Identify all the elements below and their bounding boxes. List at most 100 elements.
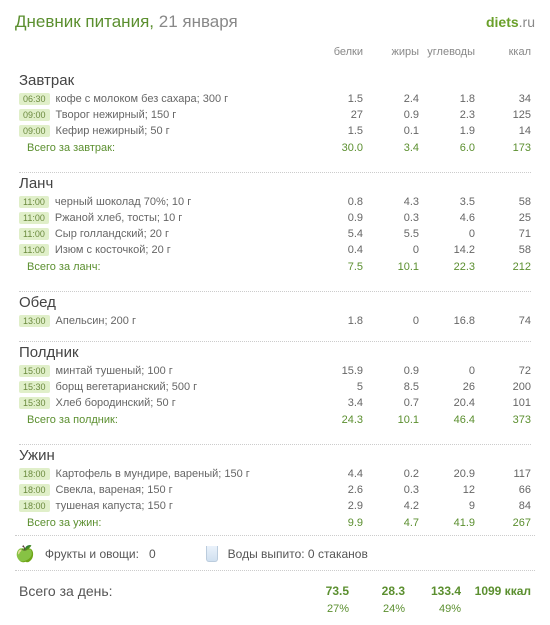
cell-carbs: 20.9: [423, 466, 479, 482]
cell-protein: 15.9: [311, 363, 367, 379]
food-row: 18:00 Картофель в мундире, вареный; 150 г…: [15, 466, 535, 482]
col-kcal: ккал: [479, 44, 535, 64]
meal-total-row: Всего за ланч:7.510.122.3212: [15, 258, 535, 279]
cell-kcal: 117: [479, 466, 535, 482]
cell-fat: 0.3: [367, 482, 423, 498]
cell-fat: 0.3: [367, 210, 423, 226]
food-name[interactable]: Хлеб бородинский; 50 г: [56, 397, 176, 409]
cell-fat: 4.3: [367, 194, 423, 210]
cell-carbs: 9: [423, 498, 479, 514]
food-row: 18:00тушеная капуста; 150 г2.94.2984: [15, 498, 535, 514]
meal-total-carbs: 41.9: [423, 514, 479, 535]
meal-total-kcal: 373: [479, 411, 535, 432]
cell-carbs: 0: [423, 363, 479, 379]
food-name[interactable]: борщ вегетарианский; 500 г: [56, 381, 198, 393]
food-name[interactable]: Ржаной хлеб, тосты; 10 г: [55, 212, 182, 224]
time-badge: 15:30: [19, 381, 50, 393]
day-total-protein: 73.5: [297, 581, 353, 601]
food-name[interactable]: Свекла, вареная; 150 г: [56, 484, 173, 496]
cell-protein: 4.4: [311, 466, 367, 482]
food-name[interactable]: тушеная капуста; 150 г: [56, 500, 173, 512]
cell-protein: 5: [311, 379, 367, 395]
time-badge: 18:00: [19, 500, 50, 512]
diary-table: белки жиры углеводы ккал Завтрак06:30коф…: [15, 44, 535, 535]
cell-fat: 2.4: [367, 91, 423, 107]
food-row: 11:00Ржаной хлеб, тосты; 10 г0.90.34.625: [15, 210, 535, 226]
food-name[interactable]: минтай тушеный; 100 г: [56, 365, 173, 377]
summary-bar: 🍏 Фрукты и овощи: 0 Воды выпито: 0 стака…: [15, 535, 535, 570]
meal-title: Ужин: [15, 432, 535, 466]
food-row: 09:00Кефир нежирный; 50 г1.50.11.914: [15, 123, 535, 139]
cell-protein: 27: [311, 107, 367, 123]
cell-kcal: 74: [479, 313, 535, 329]
brand-logo[interactable]: diets.ru: [486, 14, 535, 30]
meal-total-label: Всего за ланч:: [15, 258, 311, 279]
day-total: Всего за день: 73.5 28.3 133.4 1099 ккал…: [15, 570, 535, 617]
food-row: 11:00черный шоколад 70%; 10 г0.84.33.558: [15, 194, 535, 210]
fruits-value: 0: [149, 547, 156, 561]
food-row: 15:00минтай тушеный; 100 г15.90.9072: [15, 363, 535, 379]
cell-carbs: 12: [423, 482, 479, 498]
time-badge: 11:00: [19, 212, 49, 224]
food-name[interactable]: Изюм с косточкой; 20 г: [55, 244, 171, 256]
cell-carbs: 26: [423, 379, 479, 395]
cell-kcal: 125: [479, 107, 535, 123]
time-badge: 11:00: [19, 228, 49, 240]
apple-icon: 🍏: [15, 544, 35, 564]
food-row: 18:00Свекла, вареная; 150 г2.60.31266: [15, 482, 535, 498]
meal-total-carbs: 46.4: [423, 411, 479, 432]
meal-total-protein: 9.9: [311, 514, 367, 535]
meal-total-label: Всего за ужин:: [15, 514, 311, 535]
page-title: Дневник питания, 21 января: [15, 12, 238, 32]
water-label: Воды выпито: 0 стаканов: [228, 547, 368, 561]
cell-fat: 4.2: [367, 498, 423, 514]
cell-fat: 0.7: [367, 395, 423, 411]
day-total-label: Всего за день:: [15, 581, 297, 601]
time-badge: 18:00: [19, 468, 50, 480]
food-name[interactable]: Картофель в мундире, вареный; 150 г: [56, 468, 250, 480]
cell-kcal: 34: [479, 91, 535, 107]
cell-fat: 0: [367, 242, 423, 258]
food-name[interactable]: Творог нежирный; 150 г: [56, 109, 177, 121]
cell-carbs: 2.3: [423, 107, 479, 123]
meal-total-label: Всего за завтрак:: [15, 139, 311, 160]
cell-kcal: 101: [479, 395, 535, 411]
cell-protein: 2.9: [311, 498, 367, 514]
cell-protein: 1.8: [311, 313, 367, 329]
cell-fat: 0.2: [367, 466, 423, 482]
title-date: 21 января: [159, 12, 238, 31]
cell-kcal: 58: [479, 242, 535, 258]
cell-protein: 2.6: [311, 482, 367, 498]
cell-kcal: 58: [479, 194, 535, 210]
cell-carbs: 16.8: [423, 313, 479, 329]
title-label: Дневник питания,: [15, 12, 154, 31]
food-row: 06:30кофе с молоком без сахара; 300 г1.5…: [15, 91, 535, 107]
time-badge: 11:00: [19, 196, 49, 208]
food-name[interactable]: Кефир нежирный; 50 г: [56, 125, 170, 137]
meal-total-fat: 3.4: [367, 139, 423, 160]
food-row: 09:00Творог нежирный; 150 г270.92.3125: [15, 107, 535, 123]
food-name[interactable]: Апельсин; 200 г: [56, 315, 136, 327]
day-carbs-pct: 49%: [409, 601, 465, 617]
cell-protein: 0.8: [311, 194, 367, 210]
food-row: 11:00Сыр голландский; 20 г5.45.5071: [15, 226, 535, 242]
meal-total-carbs: 22.3: [423, 258, 479, 279]
food-name[interactable]: черный шоколад 70%; 10 г: [55, 196, 191, 208]
food-name[interactable]: Сыр голландский; 20 г: [55, 228, 169, 240]
time-badge: 09:00: [19, 125, 50, 137]
time-badge: 09:00: [19, 109, 50, 121]
cell-protein: 3.4: [311, 395, 367, 411]
fruits-label: Фрукты и овощи:: [45, 547, 139, 561]
food-name[interactable]: кофе с молоком без сахара; 300 г: [56, 93, 229, 105]
cell-protein: 0.9: [311, 210, 367, 226]
cell-carbs: 0: [423, 226, 479, 242]
cell-protein: 5.4: [311, 226, 367, 242]
cell-fat: 5.5: [367, 226, 423, 242]
food-row: 15:30борщ вегетарианский; 500 г58.526200: [15, 379, 535, 395]
time-badge: 18:00: [19, 484, 50, 496]
meal-title: Полдник: [15, 329, 535, 363]
time-badge: 11:00: [19, 244, 49, 256]
time-badge: 06:30: [19, 93, 50, 105]
food-row: 13:00Апельсин; 200 г1.8016.874: [15, 313, 535, 329]
cell-carbs: 1.9: [423, 123, 479, 139]
